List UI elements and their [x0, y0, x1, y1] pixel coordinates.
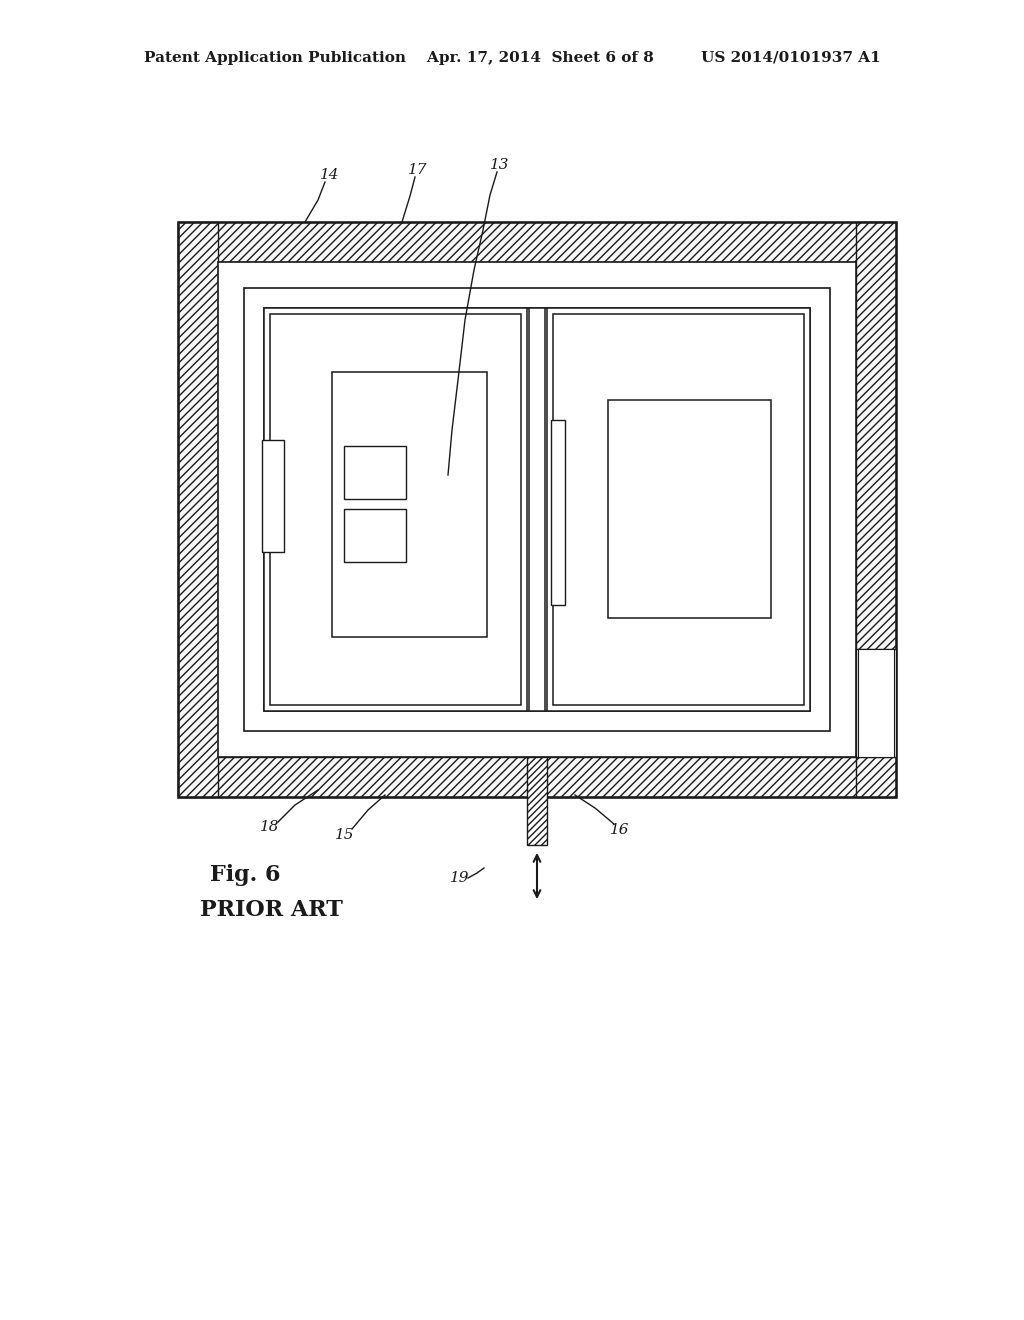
Bar: [344, 446, 406, 499]
Bar: [856, 222, 896, 797]
Bar: [551, 420, 565, 605]
Bar: [262, 440, 284, 552]
Bar: [270, 314, 521, 705]
Bar: [178, 222, 896, 261]
Text: Fig. 6: Fig. 6: [210, 865, 281, 886]
Bar: [178, 222, 896, 797]
Bar: [178, 222, 218, 797]
Bar: [178, 756, 896, 797]
Text: 16: 16: [610, 822, 630, 837]
Bar: [547, 308, 810, 711]
Text: 13: 13: [490, 158, 510, 172]
Text: 15: 15: [335, 828, 354, 842]
Text: PRIOR ART: PRIOR ART: [200, 899, 343, 921]
Text: 18: 18: [260, 820, 280, 834]
Bar: [608, 400, 771, 618]
Bar: [856, 649, 896, 756]
Bar: [553, 314, 804, 705]
Text: 19: 19: [451, 871, 470, 884]
Bar: [529, 308, 545, 711]
Bar: [244, 288, 830, 731]
Bar: [218, 261, 856, 756]
Text: 14: 14: [321, 168, 340, 182]
Bar: [264, 308, 810, 711]
Bar: [332, 372, 487, 638]
Bar: [858, 649, 894, 756]
Bar: [344, 510, 406, 562]
Bar: [264, 308, 527, 711]
Bar: [527, 756, 547, 845]
Text: Patent Application Publication    Apr. 17, 2014  Sheet 6 of 8         US 2014/01: Patent Application Publication Apr. 17, …: [143, 51, 881, 65]
Text: 17: 17: [409, 162, 428, 177]
